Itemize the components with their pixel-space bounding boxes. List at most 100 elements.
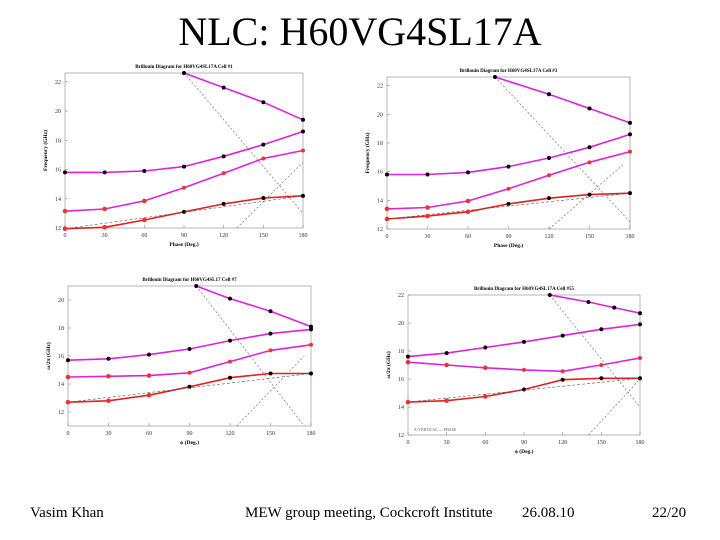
data-point <box>522 339 526 344</box>
x-tick-label: 60 <box>465 234 471 240</box>
y-tick-label: 14 <box>377 198 383 204</box>
x-tick-label: 180 <box>626 234 635 240</box>
data-point <box>587 192 592 197</box>
data-point <box>221 85 226 90</box>
data-point <box>547 92 551 97</box>
series-line-band-1-fit <box>64 195 304 229</box>
series-line-band-1-fit <box>386 192 631 220</box>
data-point <box>268 371 273 376</box>
data-point <box>628 191 632 196</box>
data-point <box>221 201 226 206</box>
data-point <box>587 160 592 165</box>
y-tick-label: 12 <box>398 433 404 439</box>
data-point <box>182 164 186 169</box>
data-point <box>638 376 642 381</box>
x-tick-label: 90 <box>506 234 512 240</box>
light-line-up <box>494 76 631 223</box>
x-tick-label: 0 <box>67 431 70 437</box>
light-line-up <box>549 294 641 408</box>
highlight-point <box>465 198 471 204</box>
data-point <box>309 327 313 332</box>
data-point <box>301 129 305 134</box>
highlight-point <box>142 217 147 223</box>
x-tick-label: 180 <box>307 431 316 437</box>
x-tick-label: 30 <box>425 234 431 240</box>
highlight-point <box>65 399 71 405</box>
data-point <box>628 132 632 137</box>
data-point <box>194 284 199 288</box>
y-tick-label: 14 <box>398 405 404 411</box>
x-tick-label: 120 <box>545 234 554 240</box>
data-point <box>506 201 511 206</box>
y-tick-label: 22 <box>398 293 404 299</box>
x-tick-label: 0 <box>386 234 389 240</box>
series-line-band-3 <box>67 328 312 361</box>
light-line-up <box>183 72 304 214</box>
data-point <box>587 106 592 111</box>
data-point <box>228 359 232 364</box>
data-point <box>599 376 604 381</box>
x-tick-label: 30 <box>106 431 112 437</box>
data-point <box>301 117 305 122</box>
chart-title: Brillouin Diagram for H60VG4SL17A Cell #… <box>135 65 233 70</box>
y-tick-label: 16 <box>377 170 383 176</box>
x-axis-label: Phase (Deg.) <box>169 241 198 248</box>
data-point <box>425 172 430 177</box>
x-tick-label: 60 <box>482 440 488 446</box>
data-point <box>560 333 565 338</box>
highlight-point <box>102 224 107 230</box>
highlight-point <box>62 208 68 214</box>
data-point <box>628 149 632 154</box>
light-line-down <box>236 161 304 229</box>
footer-page: 22/20 <box>652 505 687 521</box>
y-axis-label: Frequency (GHz) <box>364 132 371 173</box>
y-tick-label: 22 <box>55 80 61 86</box>
highlight-point <box>146 373 152 378</box>
data-point <box>261 196 266 201</box>
data-point <box>142 168 147 173</box>
y-tick-label: 18 <box>55 138 61 144</box>
series-line-band-4 <box>183 72 304 121</box>
footer-meeting: MEW group meeting, Cockcroft Institute <box>245 505 493 521</box>
data-point <box>63 170 67 175</box>
x-tick-label: 180 <box>636 440 645 446</box>
data-point <box>187 347 192 351</box>
data-point <box>182 71 186 75</box>
plot-frame <box>67 285 312 427</box>
data-point <box>599 327 604 332</box>
highlight-point <box>106 374 111 379</box>
chart-title: Brillouin Diagram for H60VG4SL17 Cell #7 <box>142 278 237 283</box>
data-point <box>406 354 410 359</box>
data-point <box>547 173 551 178</box>
data-point <box>268 309 273 314</box>
x-tick-label: 60 <box>146 431 152 437</box>
data-point <box>301 148 305 153</box>
data-point <box>309 324 313 329</box>
y-tick-label: 12 <box>55 226 61 232</box>
data-point <box>506 164 511 169</box>
data-point <box>522 387 526 392</box>
data-point <box>638 311 642 316</box>
data-point <box>547 293 552 297</box>
data-point <box>221 154 226 159</box>
y-tick-label: 20 <box>55 109 61 115</box>
data-point <box>261 142 266 147</box>
x-tick-label: 60 <box>141 233 147 239</box>
x-tick-label: 150 <box>266 431 275 437</box>
highlight-point <box>465 209 471 215</box>
y-tick-label: 14 <box>58 382 64 388</box>
data-point <box>66 358 70 363</box>
x-axis-label: ϕ (Deg.) <box>180 439 199 446</box>
y-tick-label: 22 <box>377 84 383 90</box>
data-point <box>187 370 192 375</box>
x-axis-label: Phase (Deg.) <box>494 242 523 249</box>
y-tick-label: 16 <box>58 354 64 360</box>
data-point <box>444 351 449 356</box>
data-point <box>547 156 551 161</box>
x-tick-label: 90 <box>181 233 187 239</box>
data-point <box>228 375 232 380</box>
data-point <box>182 209 186 214</box>
data-point <box>547 196 551 201</box>
series-line-band-2 <box>64 149 304 212</box>
data-point <box>638 322 642 327</box>
